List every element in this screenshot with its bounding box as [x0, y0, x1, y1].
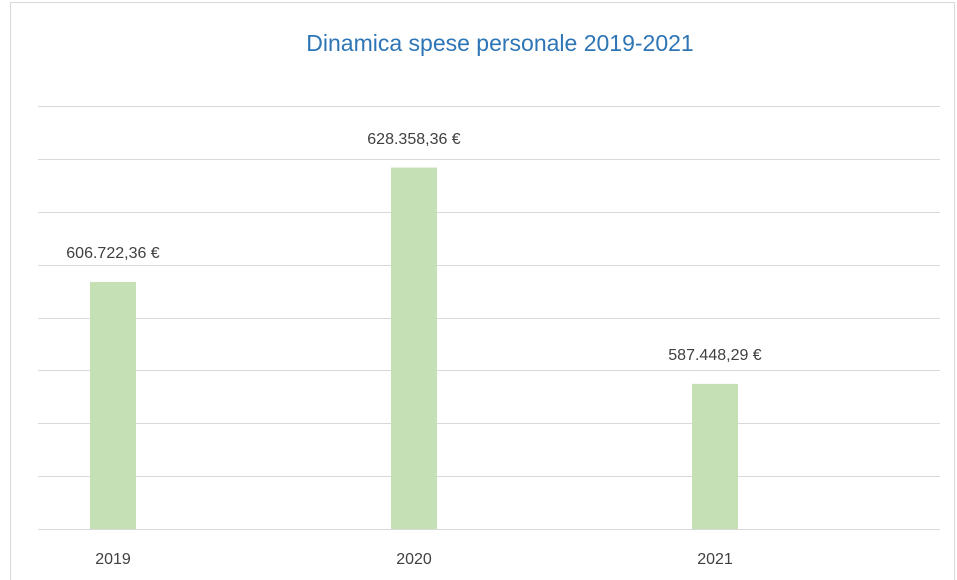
bar	[90, 281, 136, 529]
bar	[692, 383, 738, 529]
data-label: 587.448,29 €	[668, 347, 762, 364]
chart-frame	[10, 2, 955, 580]
data-label: 628.358,36 €	[367, 131, 461, 148]
x-tick-label: 2021	[697, 551, 733, 568]
chart-title: Dinamica spese personale 2019-2021	[306, 30, 693, 56]
x-tick-label: 2020	[396, 551, 432, 568]
x-tick-label: 2019	[95, 551, 131, 568]
data-label: 606.722,36 €	[66, 245, 160, 262]
bar	[391, 167, 437, 529]
